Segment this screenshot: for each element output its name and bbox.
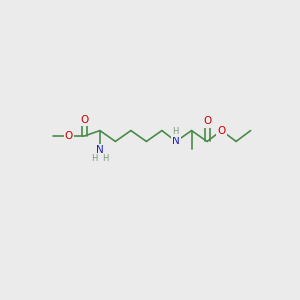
Text: O: O bbox=[80, 115, 88, 124]
Text: O: O bbox=[65, 131, 73, 141]
Text: H: H bbox=[172, 127, 178, 136]
Text: N: N bbox=[96, 145, 104, 155]
Text: O: O bbox=[218, 126, 226, 136]
Text: H: H bbox=[102, 154, 109, 163]
Text: O: O bbox=[203, 116, 211, 127]
Text: H: H bbox=[91, 154, 98, 163]
Text: N: N bbox=[172, 136, 180, 146]
